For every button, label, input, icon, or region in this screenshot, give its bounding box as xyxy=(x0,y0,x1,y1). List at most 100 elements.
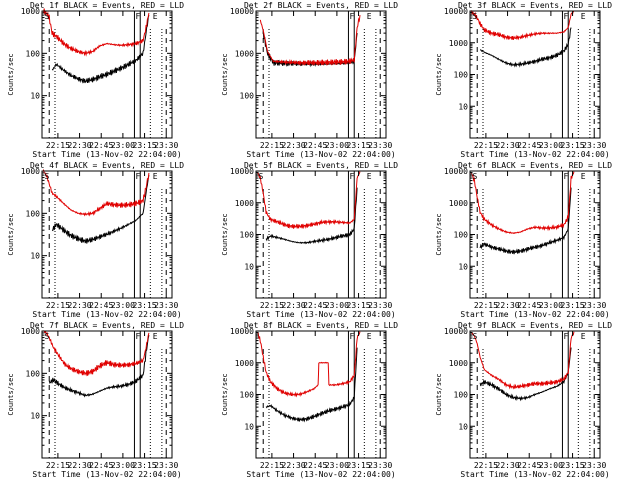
x-axis-label: Start Time (13-Nov-02 22:04:00) xyxy=(32,310,181,319)
series-lld xyxy=(471,331,575,390)
y-tick-label: 10000 xyxy=(230,327,254,336)
x-tick-label: 23:00 xyxy=(111,461,135,470)
x-tick-label: 23:30 xyxy=(582,141,606,150)
x-axis-label: Start Time (13-Nov-02 22:04:00) xyxy=(246,150,395,159)
marker-label: S xyxy=(472,172,477,181)
x-tick-label: 22:45 xyxy=(89,461,113,470)
x-tick-label: 23:00 xyxy=(111,141,135,150)
marker-label: F xyxy=(349,332,354,341)
x-tick-label: 22:15 xyxy=(260,301,284,310)
detector-chart: Det 3f BLACK = Events, RED = LLD 10 100 100… xyxy=(435,1,612,159)
marker-label: E xyxy=(581,12,586,21)
marker-label: E xyxy=(153,332,158,341)
y-tick-label: 1000 xyxy=(21,7,40,16)
series-lld xyxy=(257,331,361,398)
y-tick-label: 100 xyxy=(240,391,255,400)
x-tick-label: 22:15 xyxy=(46,301,70,310)
detector-chart: Det 4f BLACK = Events, RED = LLD 10 100 100… xyxy=(7,161,184,319)
x-tick-label: 22:15 xyxy=(474,141,498,150)
x-tick-label: 22:15 xyxy=(474,301,498,310)
marker-label: S xyxy=(44,172,49,181)
x-tick-label: 22:45 xyxy=(517,141,541,150)
x-tick-label: 22:45 xyxy=(89,141,113,150)
x-tick-label: 23:15 xyxy=(347,461,371,470)
plot-frame xyxy=(469,170,601,299)
x-tick-label: 22:45 xyxy=(303,301,327,310)
y-tick-label: 100 xyxy=(26,49,41,58)
detector-chart: Det 2f BLACK = Events, RED = LLD 100 1000 1… xyxy=(221,1,398,159)
detector-chart: Det 1f BLACK = Events, RED = LLD 10 100 100… xyxy=(7,1,184,159)
x-tick-label: 22:15 xyxy=(46,141,70,150)
plot-frame xyxy=(255,330,387,459)
y-tick-label: 1000 xyxy=(21,167,40,176)
plot-frame xyxy=(255,170,387,299)
y-axis-label: Counts/sec xyxy=(221,53,229,95)
y-tick-label: 10 xyxy=(244,422,254,431)
marker-label: F xyxy=(135,332,140,341)
series-events xyxy=(265,187,358,245)
x-tick-label: 23:30 xyxy=(154,141,178,150)
x-tick-label: 22:30 xyxy=(68,301,92,310)
x-tick-label: 22:15 xyxy=(260,461,284,470)
y-tick-label: 1000 xyxy=(449,359,468,368)
x-tick-label: 23:30 xyxy=(154,301,178,310)
x-tick-label: 23:15 xyxy=(133,461,157,470)
marker-label: F xyxy=(563,12,568,21)
chart-title: Det 5f BLACK = Events, RED = LLD xyxy=(244,161,398,170)
chart-title: Det 2f BLACK = Events, RED = LLD xyxy=(244,1,398,10)
x-tick-label: 22:30 xyxy=(496,141,520,150)
y-axis-label: Counts/sec xyxy=(435,373,443,415)
chart-title: Det 3f BLACK = Events, RED = LLD xyxy=(458,1,612,10)
y-tick-label: 100 xyxy=(454,231,469,240)
y-tick-label: 10 xyxy=(30,252,40,261)
y-tick-label: 10 xyxy=(458,262,468,271)
x-tick-label: 22:45 xyxy=(303,461,327,470)
y-tick-label: 1000 xyxy=(235,359,254,368)
x-tick-label: 23:30 xyxy=(154,461,178,470)
detector-chart: Det 9f BLACK = Events, RED = LLD 10 100 100… xyxy=(435,321,612,479)
x-tick-label: 23:30 xyxy=(368,301,392,310)
x-axis-label: Start Time (13-Nov-02 22:04:00) xyxy=(32,150,181,159)
y-tick-label: 1000 xyxy=(449,39,468,48)
x-tick-label: 22:30 xyxy=(68,461,92,470)
x-tick-label: 23:00 xyxy=(325,301,349,310)
series-events xyxy=(51,175,150,244)
x-tick-label: 22:45 xyxy=(89,301,113,310)
y-tick-label: 100 xyxy=(26,209,41,218)
x-axis-label: Start Time (13-Nov-02 22:04:00) xyxy=(246,310,395,319)
series-events xyxy=(479,187,572,255)
y-tick-label: 10 xyxy=(244,262,254,271)
series-lld xyxy=(257,171,361,230)
y-axis-label: Counts/sec xyxy=(7,53,15,95)
x-tick-label: 23:15 xyxy=(347,141,371,150)
x-tick-label: 22:30 xyxy=(496,461,520,470)
x-tick-label: 23:15 xyxy=(133,301,157,310)
y-tick-label: 10 xyxy=(30,92,40,101)
x-tick-label: 22:45 xyxy=(517,301,541,310)
x-tick-label: 22:15 xyxy=(260,141,284,150)
y-axis-label: Counts/sec xyxy=(7,373,15,415)
series-lld xyxy=(42,169,150,217)
x-tick-label: 23:15 xyxy=(133,141,157,150)
x-tick-label: 22:15 xyxy=(46,461,70,470)
y-axis-label: Counts/sec xyxy=(221,213,229,255)
x-tick-label: 22:30 xyxy=(496,301,520,310)
marker-label: F xyxy=(349,172,354,181)
marker-label: F xyxy=(563,172,568,181)
x-tick-label: 23:00 xyxy=(539,301,563,310)
y-axis-label: Counts/sec xyxy=(7,213,15,255)
chart-title: Det 7f BLACK = Events, RED = LLD xyxy=(30,321,184,330)
chart-title: Det 9f BLACK = Events, RED = LLD xyxy=(458,321,612,330)
series-lld xyxy=(470,171,575,235)
x-tick-label: 23:30 xyxy=(368,461,392,470)
series-events xyxy=(265,347,358,423)
x-tick-label: 23:00 xyxy=(539,141,563,150)
y-tick-label: 100 xyxy=(240,92,255,101)
y-axis-label: Counts/sec xyxy=(221,373,229,415)
marker-label: E xyxy=(581,332,586,341)
x-tick-label: 22:30 xyxy=(282,141,306,150)
marker-label: S xyxy=(472,12,477,21)
marker-label: F xyxy=(135,172,140,181)
series-lld xyxy=(259,15,361,67)
